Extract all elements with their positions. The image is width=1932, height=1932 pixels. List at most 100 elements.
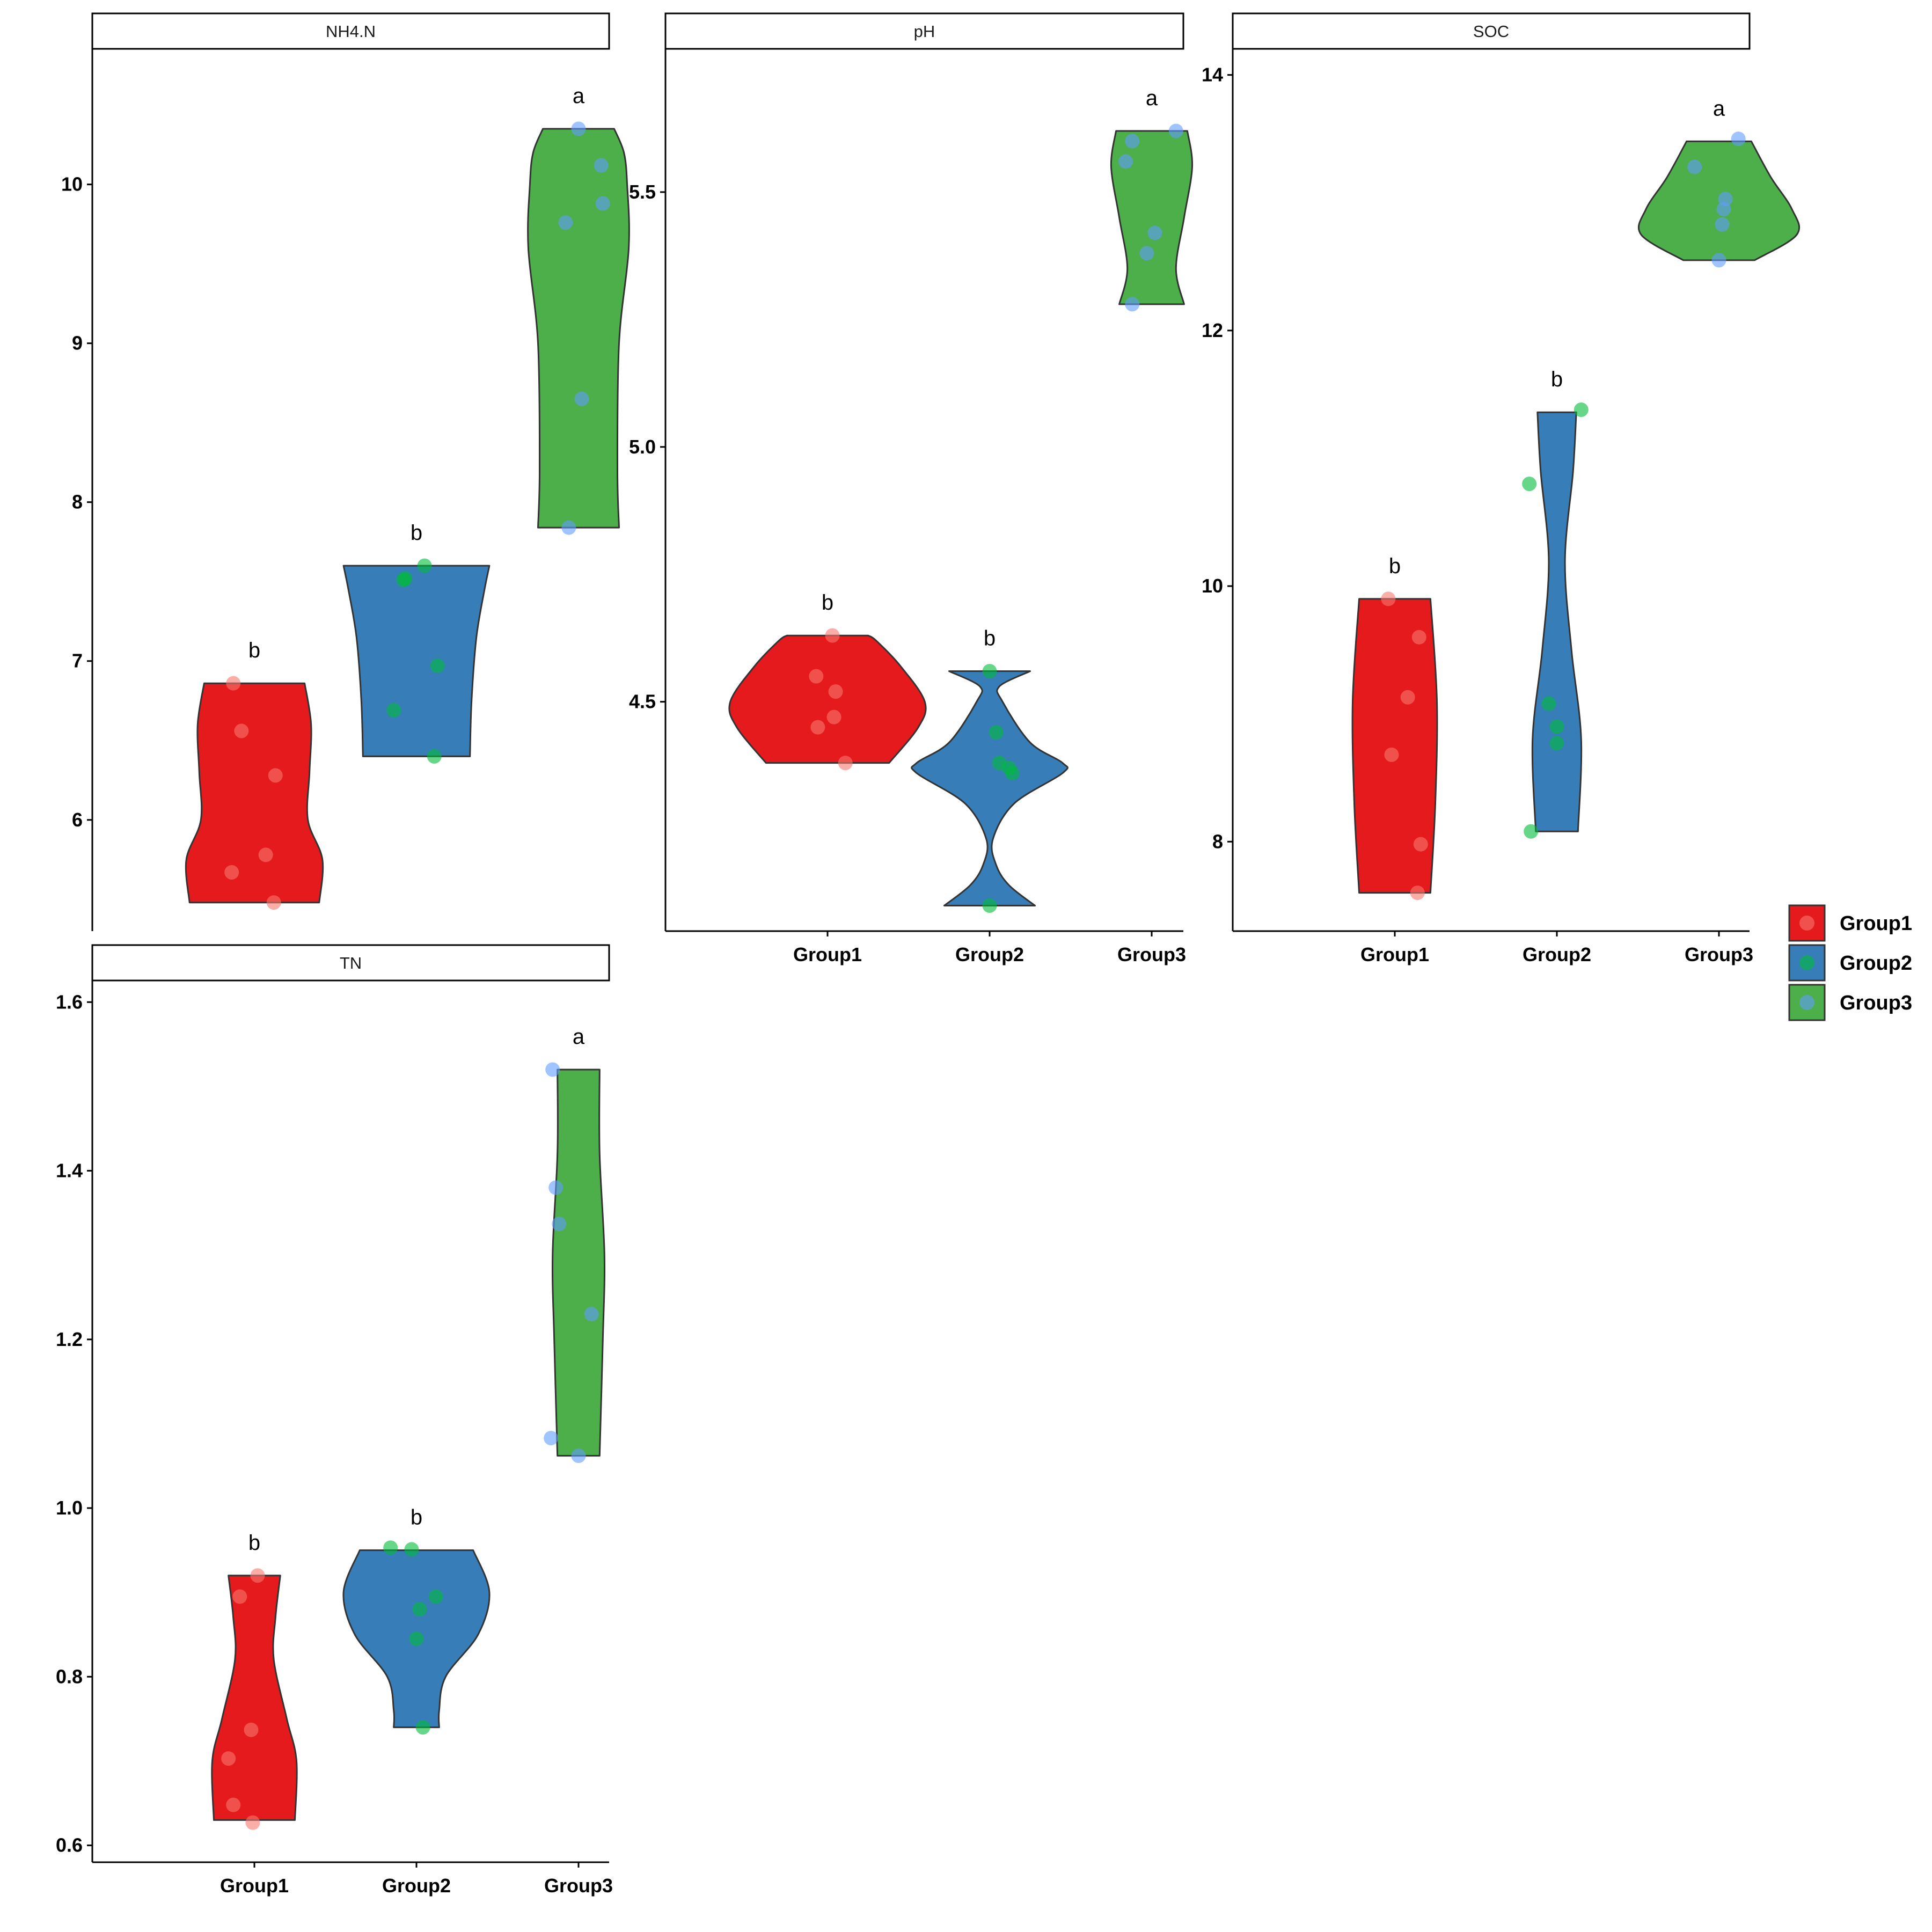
panel-tn-point-group3 — [544, 1431, 559, 1446]
panel-ph-violin-group1 — [728, 634, 927, 764]
panel-tn-point-group2 — [383, 1540, 398, 1555]
panel-ph-point-group2 — [982, 898, 997, 913]
panel-ph-point-group1 — [838, 756, 853, 771]
panel-soc-x-tick-label: Group1 — [1360, 943, 1429, 965]
panel-tn-y-tick-label: 0.8 — [56, 1665, 83, 1687]
panel-nh4-n-point-group1 — [268, 768, 283, 783]
panel-soc-sig-label-group3: a — [1713, 97, 1725, 120]
panel-soc-y-tick-label: 8 — [1212, 830, 1223, 852]
panel-tn-y-tick-label: 1.6 — [56, 991, 83, 1013]
panel-ph-point-group3 — [1147, 225, 1162, 240]
panel-tn-x-tick-label: Group3 — [544, 1875, 613, 1897]
panel-soc-point-group1 — [1413, 837, 1428, 852]
legend-key-point — [1799, 916, 1814, 931]
panel-soc-violin-group1 — [1351, 598, 1438, 894]
panel-ph-point-group3 — [1168, 123, 1183, 138]
panel-ph-point-group3 — [1125, 297, 1140, 312]
panel-ph-point-group1 — [809, 669, 824, 684]
panel-ph-point-group1 — [826, 709, 841, 724]
panel-tn-y-tick-label: 1.2 — [56, 1328, 83, 1350]
panel-soc-title: SOC — [1473, 22, 1509, 41]
panel-nh4-n-y-tick-label: 10 — [61, 173, 83, 195]
panel-ph-x-tick-label: Group3 — [1117, 943, 1186, 965]
panel-tn-y-tick-label: 0.6 — [56, 1834, 83, 1856]
panel-ph-sig-label-group3: a — [1146, 86, 1158, 110]
panel-nh4-n-point-group3 — [595, 196, 610, 211]
panel-nh4-n-point-group3 — [571, 121, 586, 136]
panel-soc-strip — [1232, 12, 1751, 50]
panel-tn-y-tick-label: 1.4 — [56, 1160, 83, 1182]
panel-nh4-n-y-tick-label: 6 — [72, 809, 83, 831]
legend-key-point — [1799, 995, 1814, 1010]
panel-ph-point-group2 — [1005, 766, 1020, 781]
panel-nh4-n-point-group2 — [427, 749, 442, 764]
legend-item-group1: Group1 — [1788, 904, 1912, 942]
panel-soc-x-tick-label: Group2 — [1523, 943, 1591, 965]
panel-nh4-n-title: NH4.N — [326, 22, 376, 41]
panel-soc-y-tick-label: 14 — [1202, 64, 1223, 86]
panel-nh4-n-y-tick-label: 8 — [72, 491, 83, 513]
panel-tn-x-tick-label: Group2 — [382, 1875, 451, 1897]
panel-ph-violin-group2 — [911, 670, 1069, 906]
panel-soc-point-group3 — [1716, 202, 1731, 217]
panel-nh4-n-sig-label-group1: b — [248, 639, 260, 662]
legend-label: Group3 — [1840, 992, 1912, 1014]
panel-soc-point-group1 — [1381, 591, 1396, 606]
panel-tn-point-group3 — [584, 1307, 599, 1322]
panel-soc-y-tick-label: 12 — [1202, 319, 1223, 341]
panel-soc-point-group1 — [1400, 690, 1415, 705]
panel-ph-y-tick-label: 5.0 — [629, 436, 656, 458]
panel-tn-y-tick-label: 1.0 — [56, 1497, 83, 1519]
panel-nh4-n-point-group1 — [266, 895, 281, 910]
panel-soc-point-group2 — [1549, 736, 1564, 751]
panel-nh4-n-violin-group1 — [185, 682, 324, 904]
panel-tn-point-group1 — [221, 1751, 236, 1766]
panel-soc-point-group2 — [1541, 696, 1556, 711]
panel-tn-point-group2 — [415, 1720, 430, 1735]
panel-tn-violin-group3 — [551, 1069, 606, 1457]
panel-nh4-n-point-group3 — [574, 391, 589, 406]
legend: Group1 Group2 Group3 — [1788, 904, 1912, 1021]
panel-tn-sig-label-group1: b — [248, 1531, 260, 1555]
panel-tn-point-group1 — [250, 1568, 265, 1583]
panel-ph-point-group3 — [1125, 134, 1140, 149]
panel-soc-point-group1 — [1411, 630, 1426, 645]
panel-nh4-n-y-tick-label: 9 — [72, 332, 83, 354]
panel-nh4-n: NH4.N 6 7 8 9 10 b b a — [61, 12, 630, 931]
panel-ph-point-group1 — [828, 684, 843, 699]
panel-soc-point-group3 — [1711, 253, 1726, 268]
panel-soc-y-tick-label: 10 — [1202, 575, 1223, 597]
panel-ph-x-tick-label: Group1 — [793, 943, 862, 965]
panel-tn-point-group2 — [428, 1589, 443, 1604]
panel-ph-point-group3 — [1118, 154, 1133, 169]
panel-tn-point-group1 — [232, 1589, 247, 1604]
facet-panels: NH4.N 6 7 8 9 10 b b a pH 4.5 5.0 5.5 Group1 Group2 Gro… — [56, 12, 1801, 1897]
panel-tn-point-group1 — [244, 1722, 259, 1737]
panel-soc-point-group3 — [1687, 159, 1702, 174]
panel-ph-strip — [664, 12, 1184, 50]
panel-ph-y-tick-label: 5.5 — [629, 181, 656, 203]
legend-key-point — [1799, 955, 1814, 970]
panel-ph-point-group3 — [1139, 246, 1154, 261]
panel-tn: TN 0.6 0.8 1.0 1.2 1.4 1.6 Group1 Group2 Group3 b b… — [56, 944, 613, 1897]
panel-tn-strip — [91, 944, 610, 982]
panel-nh4-n-violin-group3 — [527, 128, 630, 529]
panel-nh4-n-point-group1 — [224, 865, 239, 880]
panel-ph-sig-label-group1: b — [822, 591, 833, 614]
legend-label: Group2 — [1840, 952, 1912, 975]
panel-tn-point-group1 — [245, 1815, 260, 1830]
panel-nh4-n-strip — [91, 12, 610, 50]
panel-ph-sig-label-group2: b — [984, 627, 996, 650]
panel-nh4-n-point-group2 — [430, 658, 445, 674]
panel-ph-point-group1 — [825, 628, 840, 643]
panel-tn-x-tick-label: Group1 — [220, 1875, 289, 1897]
panel-soc-point-group3 — [1715, 217, 1730, 232]
panel-soc-point-group2 — [1549, 719, 1564, 734]
panel-ph-violin-group3 — [1110, 130, 1194, 305]
panel-tn-sig-label-group3: a — [573, 1025, 585, 1049]
panel-soc-violin-group2 — [1531, 411, 1583, 832]
panel-tn-title: TN — [340, 954, 362, 972]
panel-nh4-n-point-group1 — [234, 723, 249, 738]
panel-nh4-n-point-group3 — [558, 215, 573, 230]
